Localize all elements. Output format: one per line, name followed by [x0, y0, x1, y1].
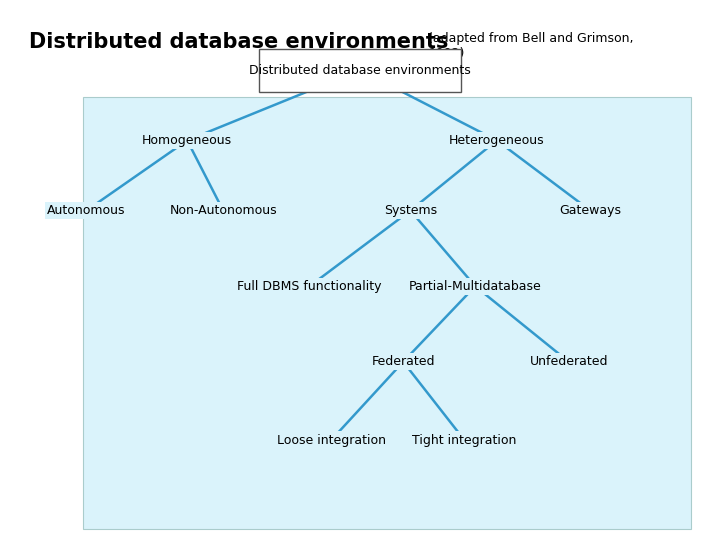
Text: Tight integration: Tight integration	[413, 434, 516, 447]
Text: Partial-Multidatabase: Partial-Multidatabase	[409, 280, 541, 293]
Text: Non-Autonomous: Non-Autonomous	[169, 204, 277, 217]
Text: Full DBMS functionality: Full DBMS functionality	[238, 280, 382, 293]
Text: (adapted from Bell and Grimson,
1992): (adapted from Bell and Grimson, 1992)	[428, 32, 634, 60]
FancyBboxPatch shape	[259, 49, 461, 92]
Text: Federated: Federated	[372, 355, 435, 368]
Text: Autonomous: Autonomous	[47, 204, 126, 217]
FancyBboxPatch shape	[83, 97, 691, 529]
Text: Gateways: Gateways	[559, 204, 621, 217]
Text: Distributed database environments: Distributed database environments	[249, 64, 471, 77]
Text: Systems: Systems	[384, 204, 437, 217]
Text: Unfederated: Unfederated	[529, 355, 608, 368]
Text: Heterogeneous: Heterogeneous	[449, 134, 544, 147]
Text: Loose integration: Loose integration	[276, 434, 386, 447]
Text: Distributed database environments: Distributed database environments	[29, 32, 448, 52]
Text: Homogeneous: Homogeneous	[142, 134, 233, 147]
